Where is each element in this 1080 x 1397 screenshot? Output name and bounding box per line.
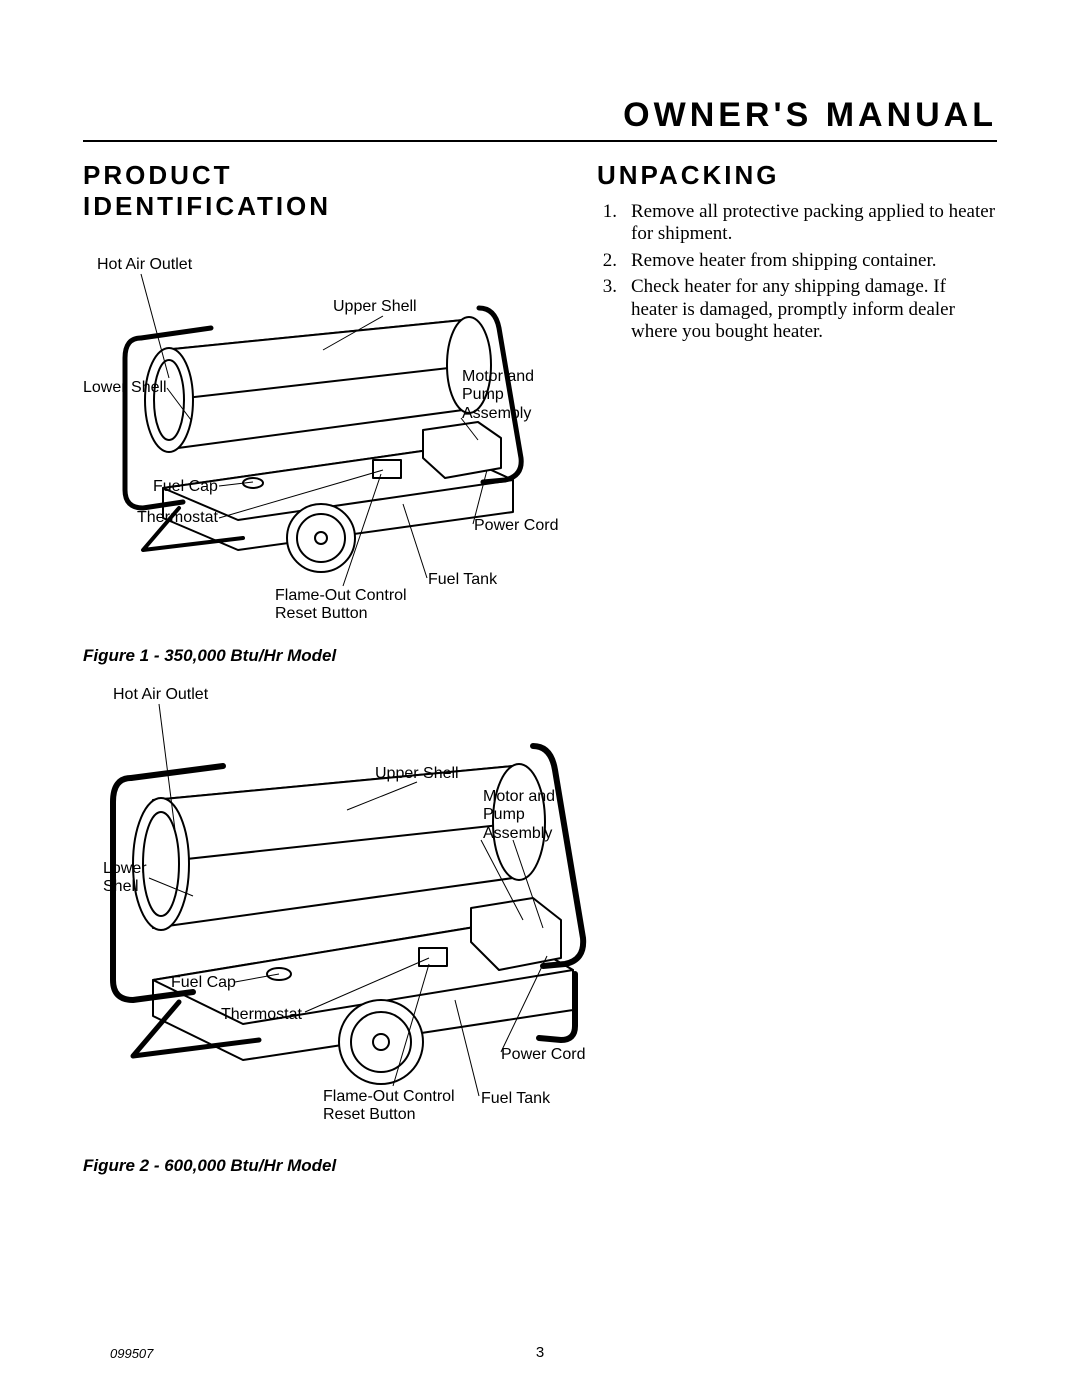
label-thermostat: Thermostat xyxy=(137,509,218,527)
label2-hot-air-outlet: Hot Air Outlet xyxy=(113,686,208,704)
list-item: 2. Remove heater from shipping container… xyxy=(597,250,997,272)
label-upper-shell: Upper Shell xyxy=(333,298,417,316)
unpacking-list: 1. Remove all protective packing applied… xyxy=(597,201,997,343)
label-fuel-cap: Fuel Cap xyxy=(153,478,218,496)
list-number: 2. xyxy=(597,250,617,272)
list-item: 1. Remove all protective packing applied… xyxy=(597,201,997,246)
list-text: Remove heater from shipping container. xyxy=(631,250,937,272)
figure-1: Hot Air Outlet Upper Shell Lower Shell M… xyxy=(83,250,603,660)
header-rule xyxy=(83,140,997,142)
list-number: 1. xyxy=(597,201,617,246)
page: OWNER'S MANUAL PRODUCT IDENTIFICATION Ho… xyxy=(0,0,1080,1397)
label2-lower-shell: Lower Shell xyxy=(103,860,147,897)
product-identification-heading: PRODUCT IDENTIFICATION xyxy=(83,160,563,222)
figure-2: Hot Air Outlet Upper Shell Lower Shell M… xyxy=(83,680,623,1160)
label2-fuel-tank: Fuel Tank xyxy=(481,1090,550,1108)
label-lower-shell: Lower Shell xyxy=(83,379,167,397)
label-fuel-tank: Fuel Tank xyxy=(428,571,497,589)
list-number: 3. xyxy=(597,276,617,343)
unpacking-heading: UNPACKING xyxy=(597,160,997,191)
header-title: OWNER'S MANUAL xyxy=(623,96,997,135)
figure-2-caption: Figure 2 - 600,000 Btu/Hr Model xyxy=(83,1156,336,1176)
left-column: PRODUCT IDENTIFICATION xyxy=(83,160,563,222)
label2-fuel-cap: Fuel Cap xyxy=(171,974,236,992)
label2-flame-out: Flame-Out Control Reset Button xyxy=(323,1088,455,1125)
label-power-cord: Power Cord xyxy=(474,517,558,535)
footer-docnum: 099507 xyxy=(110,1346,153,1361)
footer-page-number: 3 xyxy=(536,1344,544,1361)
label-hot-air-outlet: Hot Air Outlet xyxy=(97,256,192,274)
label2-motor-pump: Motor and Pump Assembly xyxy=(483,788,555,843)
list-item: 3. Check heater for any shipping damage.… xyxy=(597,276,997,343)
label2-thermostat: Thermostat xyxy=(221,1006,302,1024)
list-text: Remove all protective packing applied to… xyxy=(631,201,997,246)
label-motor-pump: Motor and Pump Assembly xyxy=(462,368,534,423)
label2-power-cord: Power Cord xyxy=(501,1046,585,1064)
list-text: Check heater for any shipping damage. If… xyxy=(631,276,997,343)
label2-upper-shell: Upper Shell xyxy=(375,765,459,783)
label-flame-out: Flame-Out Control Reset Button xyxy=(275,587,407,624)
figure-1-caption: Figure 1 - 350,000 Btu/Hr Model xyxy=(83,646,336,666)
right-column: UNPACKING 1. Remove all protective packi… xyxy=(597,160,997,347)
